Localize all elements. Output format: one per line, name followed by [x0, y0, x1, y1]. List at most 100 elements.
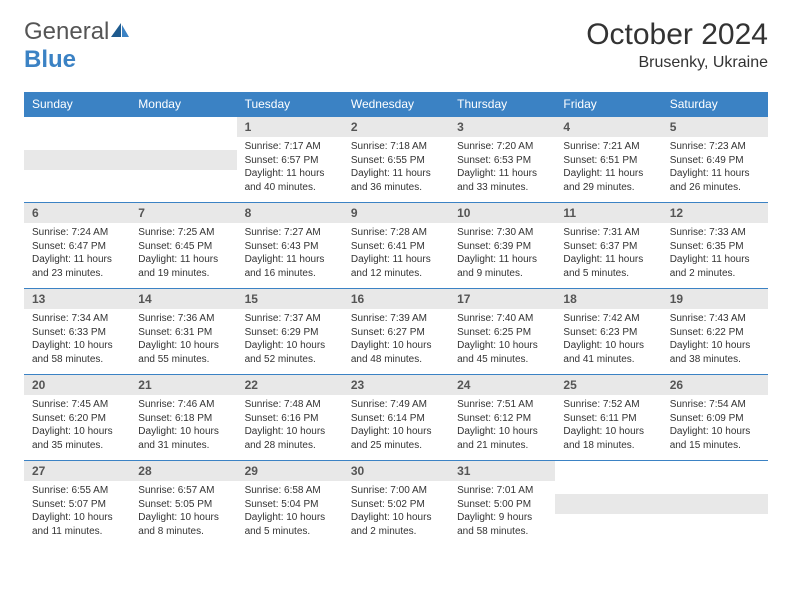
day-number: 4: [555, 117, 661, 137]
day-header: Monday: [130, 92, 236, 117]
day-content: Sunrise: 6:58 AMSunset: 5:04 PMDaylight:…: [237, 481, 343, 544]
day-header: Wednesday: [343, 92, 449, 117]
day-cell: 19Sunrise: 7:43 AMSunset: 6:22 PMDayligh…: [662, 289, 768, 375]
day-number: 11: [555, 203, 661, 223]
day-number: 14: [130, 289, 236, 309]
empty-cell: [24, 117, 130, 203]
day-number: 26: [662, 375, 768, 395]
day-cell: 29Sunrise: 6:58 AMSunset: 5:04 PMDayligh…: [237, 461, 343, 547]
empty-cell: [555, 461, 661, 547]
page-title: October 2024: [586, 18, 768, 52]
day-cell: 2Sunrise: 7:18 AMSunset: 6:55 PMDaylight…: [343, 117, 449, 203]
day-content: Sunrise: 7:39 AMSunset: 6:27 PMDaylight:…: [343, 309, 449, 372]
empty-cell: [130, 117, 236, 203]
day-cell: 24Sunrise: 7:51 AMSunset: 6:12 PMDayligh…: [449, 375, 555, 461]
day-header: Saturday: [662, 92, 768, 117]
day-content: Sunrise: 7:46 AMSunset: 6:18 PMDaylight:…: [130, 395, 236, 458]
logo-general: General: [24, 18, 109, 45]
day-content: Sunrise: 7:54 AMSunset: 6:09 PMDaylight:…: [662, 395, 768, 458]
day-header: Friday: [555, 92, 661, 117]
calendar-table: SundayMondayTuesdayWednesdayThursdayFrid…: [24, 92, 768, 547]
day-content: Sunrise: 7:27 AMSunset: 6:43 PMDaylight:…: [237, 223, 343, 286]
day-number: 19: [662, 289, 768, 309]
day-cell: 17Sunrise: 7:40 AMSunset: 6:25 PMDayligh…: [449, 289, 555, 375]
day-number: 13: [24, 289, 130, 309]
day-number: 9: [343, 203, 449, 223]
day-number: 12: [662, 203, 768, 223]
day-content: Sunrise: 7:52 AMSunset: 6:11 PMDaylight:…: [555, 395, 661, 458]
day-content: Sunrise: 6:57 AMSunset: 5:05 PMDaylight:…: [130, 481, 236, 544]
day-cell: 6Sunrise: 7:24 AMSunset: 6:47 PMDaylight…: [24, 203, 130, 289]
logo: GeneralBlue: [24, 18, 131, 74]
day-cell: 3Sunrise: 7:20 AMSunset: 6:53 PMDaylight…: [449, 117, 555, 203]
day-cell: 23Sunrise: 7:49 AMSunset: 6:14 PMDayligh…: [343, 375, 449, 461]
week-row: 1Sunrise: 7:17 AMSunset: 6:57 PMDaylight…: [24, 117, 768, 203]
day-content: Sunrise: 7:51 AMSunset: 6:12 PMDaylight:…: [449, 395, 555, 458]
day-number: 22: [237, 375, 343, 395]
day-content: Sunrise: 7:00 AMSunset: 5:02 PMDaylight:…: [343, 481, 449, 544]
day-cell: 28Sunrise: 6:57 AMSunset: 5:05 PMDayligh…: [130, 461, 236, 547]
logo-blue: Blue: [24, 46, 76, 73]
day-content: Sunrise: 7:20 AMSunset: 6:53 PMDaylight:…: [449, 137, 555, 200]
day-content: Sunrise: 6:55 AMSunset: 5:07 PMDaylight:…: [24, 481, 130, 544]
day-content: Sunrise: 7:17 AMSunset: 6:57 PMDaylight:…: [237, 137, 343, 200]
day-cell: 4Sunrise: 7:21 AMSunset: 6:51 PMDaylight…: [555, 117, 661, 203]
day-content: Sunrise: 7:36 AMSunset: 6:31 PMDaylight:…: [130, 309, 236, 372]
day-number: 29: [237, 461, 343, 481]
day-header: Tuesday: [237, 92, 343, 117]
logo-text: GeneralBlue: [24, 18, 131, 74]
day-cell: 31Sunrise: 7:01 AMSunset: 5:00 PMDayligh…: [449, 461, 555, 547]
day-number: 8: [237, 203, 343, 223]
day-content: Sunrise: 7:42 AMSunset: 6:23 PMDaylight:…: [555, 309, 661, 372]
week-row: 6Sunrise: 7:24 AMSunset: 6:47 PMDaylight…: [24, 203, 768, 289]
day-content: Sunrise: 7:30 AMSunset: 6:39 PMDaylight:…: [449, 223, 555, 286]
header: GeneralBlue October 2024 Brusenky, Ukrai…: [24, 18, 768, 74]
day-number: 15: [237, 289, 343, 309]
day-header: Thursday: [449, 92, 555, 117]
day-content: Sunrise: 7:25 AMSunset: 6:45 PMDaylight:…: [130, 223, 236, 286]
day-number: 27: [24, 461, 130, 481]
day-content: Sunrise: 7:01 AMSunset: 5:00 PMDaylight:…: [449, 481, 555, 544]
day-content: Sunrise: 7:34 AMSunset: 6:33 PMDaylight:…: [24, 309, 130, 372]
day-cell: 13Sunrise: 7:34 AMSunset: 6:33 PMDayligh…: [24, 289, 130, 375]
day-cell: 5Sunrise: 7:23 AMSunset: 6:49 PMDaylight…: [662, 117, 768, 203]
day-number: 20: [24, 375, 130, 395]
day-cell: 20Sunrise: 7:45 AMSunset: 6:20 PMDayligh…: [24, 375, 130, 461]
day-number: 18: [555, 289, 661, 309]
day-content: Sunrise: 7:28 AMSunset: 6:41 PMDaylight:…: [343, 223, 449, 286]
day-cell: 26Sunrise: 7:54 AMSunset: 6:09 PMDayligh…: [662, 375, 768, 461]
day-cell: 9Sunrise: 7:28 AMSunset: 6:41 PMDaylight…: [343, 203, 449, 289]
day-content: Sunrise: 7:37 AMSunset: 6:29 PMDaylight:…: [237, 309, 343, 372]
header-right: October 2024 Brusenky, Ukraine: [586, 18, 768, 72]
location: Brusenky, Ukraine: [586, 54, 768, 72]
empty-cell: [662, 461, 768, 547]
day-number: 7: [130, 203, 236, 223]
week-row: 27Sunrise: 6:55 AMSunset: 5:07 PMDayligh…: [24, 461, 768, 547]
day-cell: 7Sunrise: 7:25 AMSunset: 6:45 PMDaylight…: [130, 203, 236, 289]
day-cell: 14Sunrise: 7:36 AMSunset: 6:31 PMDayligh…: [130, 289, 236, 375]
day-content: Sunrise: 7:24 AMSunset: 6:47 PMDaylight:…: [24, 223, 130, 286]
week-row: 13Sunrise: 7:34 AMSunset: 6:33 PMDayligh…: [24, 289, 768, 375]
day-content: Sunrise: 7:23 AMSunset: 6:49 PMDaylight:…: [662, 137, 768, 200]
day-number: 3: [449, 117, 555, 137]
day-number: 5: [662, 117, 768, 137]
day-content: Sunrise: 7:31 AMSunset: 6:37 PMDaylight:…: [555, 223, 661, 286]
day-content: Sunrise: 7:49 AMSunset: 6:14 PMDaylight:…: [343, 395, 449, 458]
day-cell: 16Sunrise: 7:39 AMSunset: 6:27 PMDayligh…: [343, 289, 449, 375]
day-content: Sunrise: 7:43 AMSunset: 6:22 PMDaylight:…: [662, 309, 768, 372]
day-number: 1: [237, 117, 343, 137]
day-cell: 11Sunrise: 7:31 AMSunset: 6:37 PMDayligh…: [555, 203, 661, 289]
day-content: Sunrise: 7:18 AMSunset: 6:55 PMDaylight:…: [343, 137, 449, 200]
day-number: 16: [343, 289, 449, 309]
day-cell: 27Sunrise: 6:55 AMSunset: 5:07 PMDayligh…: [24, 461, 130, 547]
week-row: 20Sunrise: 7:45 AMSunset: 6:20 PMDayligh…: [24, 375, 768, 461]
day-number: 31: [449, 461, 555, 481]
day-number: 17: [449, 289, 555, 309]
day-cell: 22Sunrise: 7:48 AMSunset: 6:16 PMDayligh…: [237, 375, 343, 461]
day-cell: 25Sunrise: 7:52 AMSunset: 6:11 PMDayligh…: [555, 375, 661, 461]
day-number: 23: [343, 375, 449, 395]
day-header: Sunday: [24, 92, 130, 117]
day-cell: 12Sunrise: 7:33 AMSunset: 6:35 PMDayligh…: [662, 203, 768, 289]
day-number: 24: [449, 375, 555, 395]
day-cell: 1Sunrise: 7:17 AMSunset: 6:57 PMDaylight…: [237, 117, 343, 203]
